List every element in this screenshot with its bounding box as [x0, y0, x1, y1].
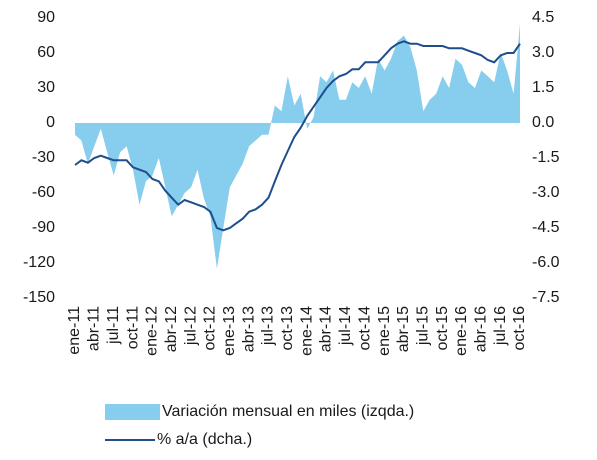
y2-tick-label: -6.0: [532, 254, 560, 271]
y-tick-label: -30: [32, 149, 55, 166]
legend-label: Variación mensual en miles (izqda.): [162, 403, 414, 420]
x-tick-label: jul-14: [337, 306, 354, 346]
x-tick-label: ene-14: [298, 306, 315, 356]
x-tick-label: ene-11: [66, 306, 83, 355]
area: [75, 23, 520, 269]
y2-tick-label: -4.5: [532, 219, 560, 236]
y2-tick-label: 4.5: [532, 9, 554, 26]
x-tick-label: ene-16: [453, 306, 470, 356]
y2-tick-label: 3.0: [532, 44, 554, 61]
x-tick-label: ene-15: [376, 306, 393, 356]
line: [74, 40, 521, 232]
y-tick-label: -60: [32, 184, 55, 201]
y-tick-label: 30: [37, 79, 55, 96]
x-tick-label: oct-13: [279, 306, 296, 351]
x-tick-label: jul-13: [260, 306, 277, 346]
x-tick-label: abr-15: [395, 306, 412, 352]
y2-tick-label: 0.0: [532, 114, 554, 131]
x-tick-label: oct-16: [511, 306, 528, 351]
y2-tick-label: -7.5: [532, 289, 560, 306]
x-tick-label: jul-11: [105, 306, 122, 345]
y2-tick-label: 1.5: [532, 79, 554, 96]
y-tick-label: -120: [23, 254, 55, 271]
x-tick-label: abr-12: [163, 306, 180, 352]
x-tick-label: abr-14: [318, 306, 335, 352]
x-tick-label: abr-11: [86, 306, 103, 351]
y2-tick-label: -1.5: [532, 149, 560, 166]
x-tick-label: jul-15: [414, 306, 431, 346]
y-tick-label: -90: [32, 219, 55, 236]
x-tick-label: abr-13: [240, 306, 257, 352]
x-tick-label: oct-14: [356, 306, 373, 351]
x-tick-label: jul-16: [492, 306, 509, 346]
x-tick-label: jul-12: [182, 306, 199, 346]
y-tick-label: 0: [46, 114, 55, 131]
x-tick-label: oct-11: [124, 306, 141, 349]
x-tick-label: oct-12: [202, 306, 219, 351]
x-tick-label: oct-15: [434, 306, 451, 351]
y-tick-label: 90: [37, 9, 55, 26]
x-tick-label: abr-16: [473, 306, 490, 352]
y-tick-label: 60: [37, 44, 55, 61]
x-tick-label: ene-12: [144, 306, 161, 356]
legend-label: % a/a (dcha.): [157, 431, 252, 448]
y2-tick-label: -3.0: [532, 184, 560, 201]
legend-swatch: [105, 404, 160, 420]
y-tick-label: -150: [23, 289, 55, 306]
x-tick-label: ene-13: [221, 306, 238, 356]
